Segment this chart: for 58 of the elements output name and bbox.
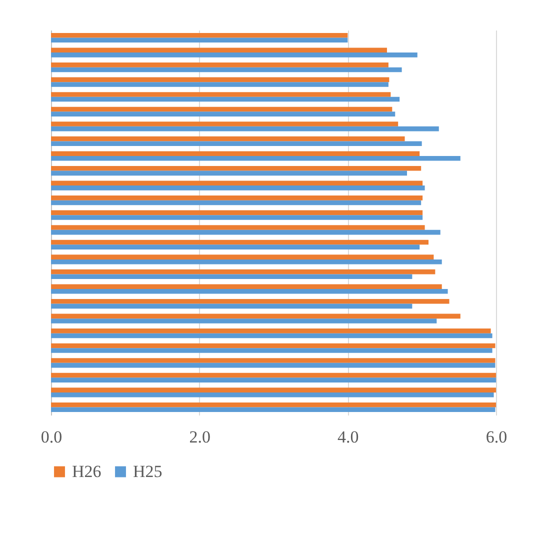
bar bbox=[51, 77, 390, 82]
x-tick-label: 2.0 bbox=[189, 428, 210, 446]
bar bbox=[51, 318, 437, 324]
bar bbox=[51, 314, 460, 319]
bar bbox=[51, 298, 450, 304]
bar bbox=[51, 240, 429, 245]
bar bbox=[51, 180, 423, 186]
bar bbox=[51, 244, 420, 250]
bar bbox=[51, 32, 348, 38]
bar bbox=[51, 274, 412, 280]
bar bbox=[51, 106, 392, 112]
bar bbox=[51, 38, 348, 43]
bar bbox=[51, 372, 496, 378]
bar bbox=[51, 230, 440, 235]
bar bbox=[51, 126, 439, 132]
bar bbox=[51, 92, 391, 97]
bar bbox=[51, 141, 422, 146]
x-tick-label: 6.0 bbox=[486, 428, 508, 446]
bar bbox=[51, 388, 496, 392]
bar bbox=[51, 82, 388, 87]
bar bbox=[51, 328, 491, 334]
bar bbox=[51, 284, 442, 290]
bar bbox=[51, 343, 496, 348]
bar bbox=[51, 62, 388, 68]
bar bbox=[51, 96, 400, 102]
bar bbox=[51, 186, 425, 190]
bar bbox=[51, 358, 496, 363]
x-tick-label: 0.0 bbox=[40, 428, 62, 446]
bar bbox=[51, 259, 442, 264]
bar bbox=[51, 225, 425, 230]
bar bbox=[51, 166, 422, 171]
bar bbox=[51, 136, 405, 142]
x-tick-label: 4.0 bbox=[338, 428, 359, 446]
bar bbox=[51, 215, 423, 220]
bar bbox=[51, 392, 494, 398]
bar bbox=[51, 333, 492, 338]
legend-label: H25 bbox=[133, 462, 162, 481]
bar bbox=[51, 170, 407, 176]
bar bbox=[51, 304, 412, 309]
bar bbox=[51, 122, 398, 126]
bar bbox=[51, 67, 402, 72]
bar bbox=[51, 200, 422, 206]
bar bbox=[51, 348, 492, 353]
bar bbox=[51, 407, 496, 412]
bar bbox=[51, 151, 420, 156]
bar bbox=[51, 112, 396, 116]
bar bbox=[51, 254, 434, 260]
bar bbox=[51, 210, 423, 216]
legend-label: H26 bbox=[72, 462, 102, 481]
bar bbox=[51, 402, 496, 408]
bar bbox=[51, 378, 496, 382]
bar bbox=[51, 362, 496, 368]
bar bbox=[51, 269, 436, 274]
bar bbox=[51, 196, 423, 200]
bar bbox=[51, 156, 460, 161]
bar bbox=[51, 48, 387, 53]
bar bbox=[51, 52, 418, 58]
bar bbox=[51, 289, 448, 294]
